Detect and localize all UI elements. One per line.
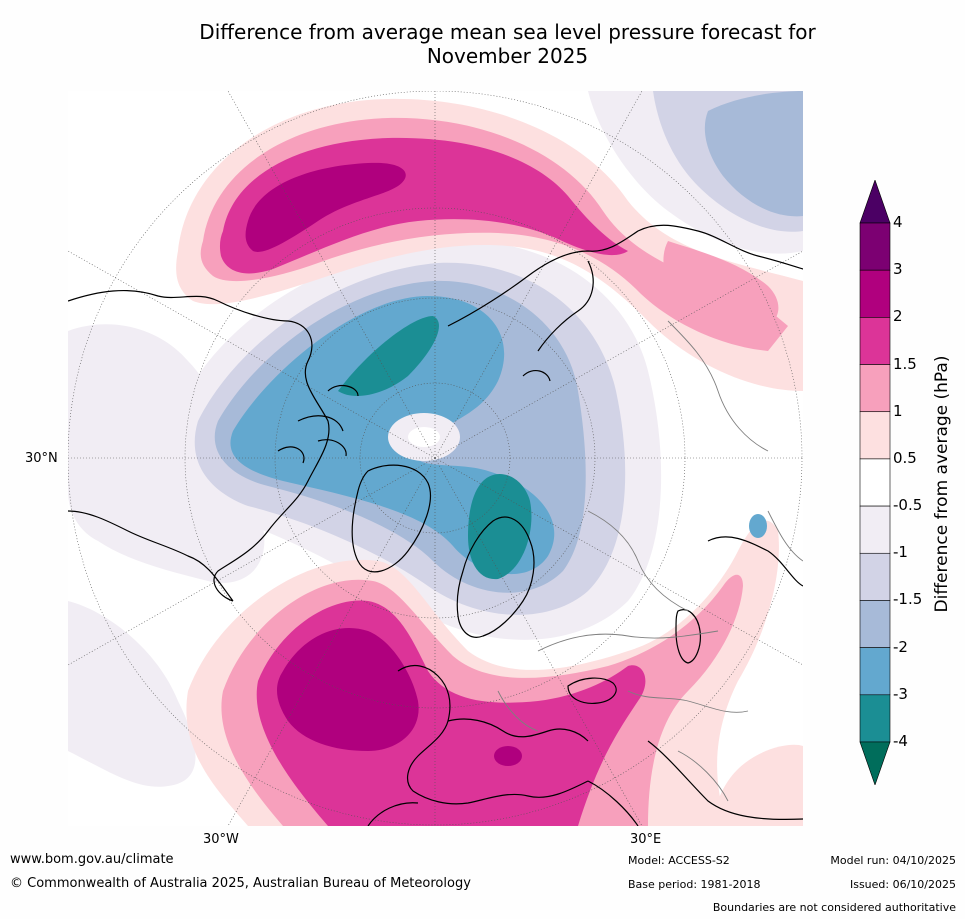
- anomaly-region-pos-south-5: [494, 746, 522, 766]
- title-line-2: November 2025: [426, 44, 589, 68]
- coastline-north-america: [68, 289, 330, 602]
- colorbar-bin: [859, 552, 891, 601]
- footer-disclaimer: Boundaries are not considered authoritat…: [712, 901, 956, 914]
- colorbar-tick-label: 3: [893, 260, 903, 279]
- chart-title: Difference from average mean sea level p…: [0, 20, 965, 68]
- colorbar-tick-label: -1.5: [893, 590, 923, 609]
- footer-copyright: © Commonwealth of Australia 2025, Austra…: [10, 876, 471, 891]
- colorbar-tick-label: -1: [893, 543, 908, 562]
- anomaly-region-neutral-pole-core: [408, 427, 440, 447]
- colorbar-title: Difference from average (hPa): [932, 355, 952, 613]
- coastline-scandinavia: [456, 516, 535, 638]
- coastline-east-asia: [522, 260, 594, 382]
- longitude-label-30w: 30°W: [203, 832, 239, 847]
- colorbar-bin: [859, 317, 891, 365]
- graticule: [68, 91, 803, 826]
- colorbar-bin: [859, 694, 891, 743]
- coastline-greenland: [351, 464, 432, 573]
- colorbar-bin: [859, 600, 891, 648]
- colorbar-tick-label: -2: [893, 637, 908, 656]
- pressure-anomaly-map: [68, 91, 803, 826]
- colorbar-tick-label: 1.5: [893, 354, 917, 373]
- colorbar-tick-label: 2: [893, 307, 903, 326]
- coastline-canadian-archipelago: [277, 384, 359, 464]
- anomaly-region-pos-east-russia: [663, 241, 779, 331]
- coastlines: [68, 224, 803, 826]
- anomaly-region-neg-northeast-3: [704, 91, 803, 217]
- map-canvas: [68, 91, 803, 826]
- colorbar-bin: [859, 364, 891, 413]
- colorbar-bin: [859, 411, 891, 460]
- footer-base-period: Base period: 1981-2018: [628, 878, 761, 891]
- colorbar-tick-label: -3: [893, 684, 908, 703]
- coastline-siberia: [447, 224, 803, 327]
- footer-url[interactable]: www.bom.gov.au/climate: [10, 852, 174, 867]
- colorbar-bins: [859, 180, 891, 785]
- footer-model-run: Model run: 04/10/2025: [830, 854, 956, 867]
- anomaly-region-pos-south-4: [276, 627, 419, 751]
- title-line-1: Difference from average mean sea level p…: [199, 20, 816, 44]
- colorbar-tick-label: -0.5: [893, 496, 923, 515]
- anomaly-region-pos-southeast: [716, 744, 803, 826]
- colorbar-bin-under: [859, 741, 891, 785]
- colorbar-tick-label: 0.5: [893, 448, 917, 467]
- latitude-label-30n: 30°N: [25, 451, 58, 466]
- coastline-europe: [397, 664, 589, 805]
- longitude-label-30e: 30°E: [630, 832, 662, 847]
- anomaly-region-neg-5b: [468, 473, 532, 580]
- country-boundaries: [497, 320, 803, 802]
- coastline-africa: [367, 740, 803, 826]
- colorbar-bin: [859, 222, 891, 271]
- colorbar-bin: [859, 269, 891, 318]
- coastline-black-sea: [567, 677, 617, 704]
- anomaly-region-neg-light-west: [68, 324, 265, 583]
- anomaly-region-neg-caspian: [749, 514, 767, 538]
- coastline-central-asia: [707, 536, 803, 587]
- footer-issued: Issued: 06/10/2025: [849, 878, 956, 891]
- colorbar-tick-label: -4: [893, 732, 908, 750]
- anomaly-region-neg-5a: [338, 316, 439, 396]
- colorbar-tick-label: 1: [893, 401, 903, 420]
- colorbar-tick-label: 4: [893, 213, 903, 231]
- colorbar-bin: [859, 458, 891, 507]
- footer-model: Model: ACCESS-S2: [628, 854, 730, 867]
- colorbar: [859, 180, 891, 785]
- coastline-caspian-sea: [675, 609, 701, 664]
- anomaly-region-pos-north-4: [245, 162, 406, 252]
- colorbar-bin-over: [859, 180, 891, 224]
- anomaly-region-neg-light-southwest: [68, 601, 196, 787]
- colorbar-bin: [859, 647, 891, 696]
- colorbar-bin: [859, 505, 891, 554]
